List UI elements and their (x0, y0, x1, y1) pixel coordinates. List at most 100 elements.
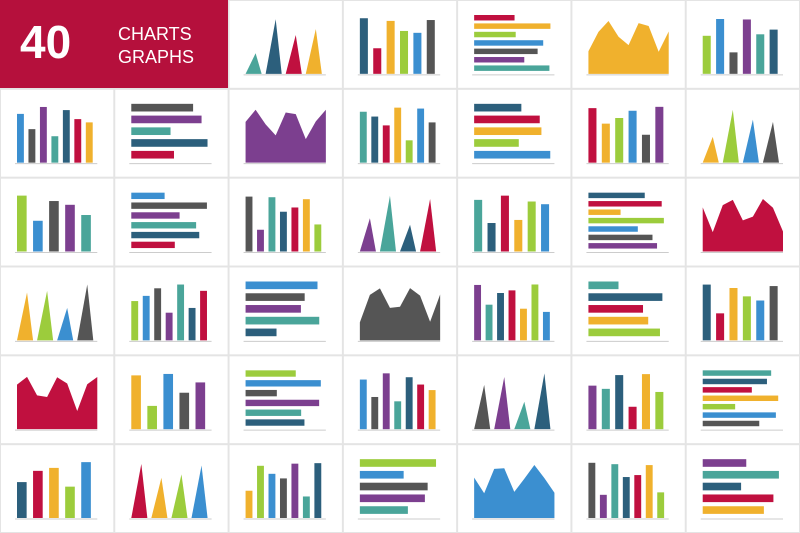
decor-bar (359, 494, 425, 503)
title-line: GRAPHS (118, 47, 194, 67)
decor-bar (702, 482, 742, 491)
decor-bar (405, 140, 413, 163)
decor-bar (474, 284, 482, 341)
decor-bar (588, 243, 658, 249)
decor-cone (171, 474, 188, 518)
decor-bar (65, 486, 75, 518)
decor-bar (520, 308, 527, 341)
decor-bar (413, 32, 422, 74)
decor-bar (702, 378, 767, 385)
decor-bar (245, 490, 253, 518)
decor-bar (601, 123, 610, 163)
decor-bar (702, 459, 747, 467)
decor-bar (588, 192, 645, 199)
decor-bar (245, 293, 305, 301)
decor-bar (62, 110, 70, 163)
decor-bar (588, 281, 619, 290)
decor-bar (599, 494, 607, 518)
decor-cone (57, 307, 74, 341)
decor-cone (474, 384, 491, 430)
decor-bar (245, 409, 302, 416)
decor-bar (291, 207, 299, 252)
decor-cone (534, 373, 551, 430)
decor-bar (588, 201, 662, 207)
decor-bar (188, 307, 196, 341)
decor-bar (382, 373, 390, 430)
decor-bar (426, 20, 435, 74)
decor-bar (622, 477, 630, 518)
decor-bar (541, 204, 550, 252)
decor-cone (742, 119, 759, 163)
title-panel (0, 0, 228, 88)
decor-bar (588, 108, 597, 163)
decor-bar (702, 403, 736, 410)
decor-bar (702, 506, 764, 514)
decor-cone (77, 284, 94, 341)
decor-bar (588, 217, 664, 224)
title-number: 40 (20, 16, 71, 68)
decor-bar (474, 23, 551, 29)
decor-bar (400, 30, 409, 74)
decor-bar (17, 113, 24, 163)
decor-bar (531, 284, 539, 341)
decor-area (588, 21, 669, 74)
decor-bar (131, 127, 171, 136)
decor-bar (142, 295, 150, 341)
decor-cone (285, 35, 302, 74)
decor-bar (245, 196, 253, 252)
decor-bar (359, 18, 368, 74)
decor-cone (420, 199, 437, 252)
decor-bar (474, 139, 519, 147)
decor-bar (371, 116, 379, 163)
decor-area (474, 465, 555, 518)
decor-bar (81, 215, 91, 252)
decor-bar (474, 40, 544, 46)
decor-bar (729, 288, 738, 341)
decor-bar (85, 122, 93, 163)
decor-cone (17, 292, 34, 341)
decor-bar (405, 377, 413, 430)
decor-bar (428, 122, 436, 163)
decor-bar (615, 375, 624, 430)
decor-bar (641, 134, 650, 163)
decor-bar (485, 304, 493, 341)
decor-bar (131, 301, 139, 341)
decor-bar (702, 395, 779, 402)
decor-bar (500, 195, 509, 252)
decor-bar (655, 106, 664, 163)
decor-bar (28, 129, 36, 163)
decor-bar (268, 197, 276, 252)
decor-bar (245, 328, 277, 337)
decor-bar (302, 199, 310, 252)
decor-bar (49, 201, 59, 252)
decor-bar (33, 220, 43, 252)
decor-bar (17, 482, 27, 518)
decor-bar (417, 384, 425, 430)
decor-cone (245, 53, 262, 74)
decor-bar (81, 462, 91, 518)
decor-bar (588, 234, 653, 241)
decor-bar (742, 296, 751, 341)
decor-bar (131, 241, 175, 249)
decor-bar (51, 136, 59, 163)
decor-bar (716, 313, 725, 341)
decor-bar (527, 201, 536, 252)
decor-bar (359, 459, 437, 467)
decor-bar (588, 328, 660, 337)
decor-bar (314, 463, 322, 518)
decor-bar (359, 379, 367, 430)
decor-bar (508, 290, 516, 341)
decor-bar (74, 119, 82, 163)
decor-bar (588, 316, 649, 325)
decor-bar (245, 281, 318, 290)
decor-bar (702, 370, 772, 376)
decor-cone (762, 121, 779, 163)
decor-bar (628, 406, 637, 430)
decor-cone (400, 224, 417, 252)
decor-bar (769, 29, 778, 74)
decor-bar (17, 195, 27, 252)
decor-bar (165, 312, 173, 341)
decor-bar (611, 464, 619, 518)
